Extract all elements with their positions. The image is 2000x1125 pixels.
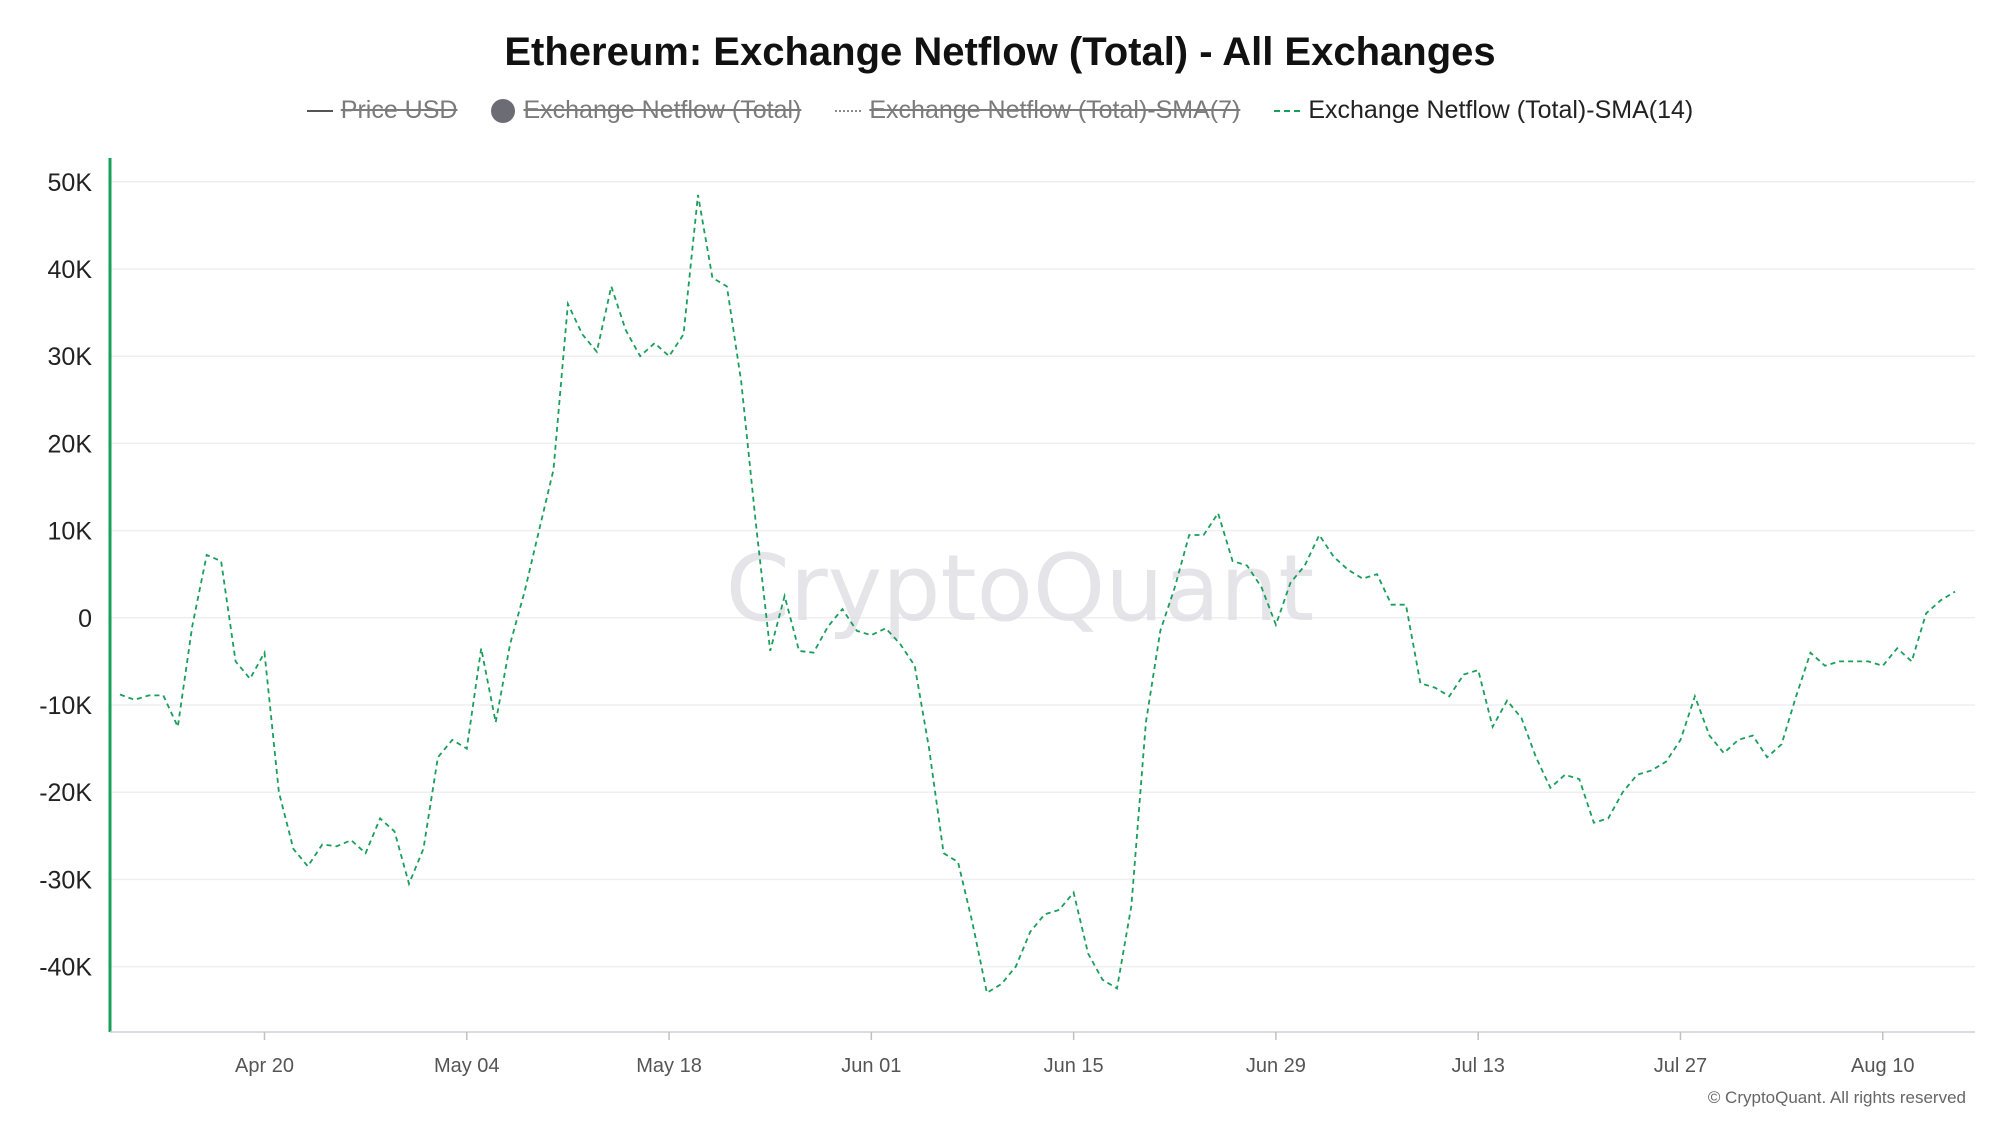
y-tick-label: -10K bbox=[39, 692, 92, 720]
legend-item-netflow-sma7[interactable]: Exchange Netflow (Total)-SMA(7) bbox=[835, 96, 1240, 125]
y-tick-label: -20K bbox=[39, 779, 92, 807]
legend-item-exchange-netflow[interactable]: Exchange Netflow (Total) bbox=[491, 96, 801, 125]
gridlines bbox=[110, 181, 1975, 968]
series-line-sma14[interactable] bbox=[119, 194, 1956, 995]
y-tick-label: -40K bbox=[39, 954, 92, 982]
x-tick-label: Aug 10 bbox=[1851, 1055, 1914, 1077]
legend-label: Exchange Netflow (Total)-SMA(14) bbox=[1308, 96, 1694, 124]
legend: Price USD Exchange Netflow (Total) Excha… bbox=[0, 96, 2000, 125]
x-tick-label: Jun 01 bbox=[841, 1055, 901, 1077]
y-tick-label: 50K bbox=[48, 169, 93, 197]
watermark: CryptoQuant bbox=[726, 535, 1315, 642]
x-tick-label: Jul 13 bbox=[1452, 1055, 1505, 1077]
x-tick-label: Apr 20 bbox=[235, 1055, 294, 1077]
chart-title: Ethereum: Exchange Netflow (Total) - All… bbox=[504, 30, 1496, 74]
x-tick-label: Jun 15 bbox=[1044, 1055, 1104, 1077]
copyright-notice: © CryptoQuant. All rights reserved bbox=[1707, 1088, 1966, 1107]
legend-swatch-dashed-line bbox=[1274, 109, 1301, 112]
x-tick-label: Jul 27 bbox=[1654, 1055, 1707, 1077]
y-tick-label: 20K bbox=[48, 430, 93, 458]
y-tick-label: 0 bbox=[78, 605, 92, 633]
legend-swatch-solid-line bbox=[306, 109, 333, 112]
y-tick-label: -30K bbox=[39, 866, 92, 894]
legend-swatch-dot bbox=[491, 98, 516, 123]
y-tick-label: 30K bbox=[48, 343, 93, 371]
legend-label: Exchange Netflow (Total) bbox=[523, 96, 802, 124]
x-axis: Apr 20 May 04 May 18 Jun 01 Jun 15 Jun 29 Jul … bbox=[110, 1031, 1975, 1077]
legend-item-netflow-sma14[interactable]: Exchange Netflow (Total)-SMA(14) bbox=[1274, 96, 1693, 125]
legend-label: Price USD bbox=[340, 96, 458, 124]
legend-swatch-dotted-line bbox=[835, 109, 862, 112]
x-tick-label: May 04 bbox=[434, 1055, 500, 1077]
y-tick-label: 10K bbox=[48, 518, 93, 546]
legend-label: Exchange Netflow (Total)-SMA(7) bbox=[869, 96, 1241, 124]
y-tick-label: 40K bbox=[48, 256, 93, 284]
x-tick-label: May 18 bbox=[636, 1055, 702, 1077]
series-layer bbox=[119, 194, 1956, 995]
y-axis: 50K 40K 30K 20K 10K 0 -10K -20K -30K -40K bbox=[39, 158, 112, 1032]
legend-item-price-usd[interactable]: Price USD bbox=[306, 96, 458, 125]
x-tick-label: Jun 29 bbox=[1246, 1055, 1306, 1077]
